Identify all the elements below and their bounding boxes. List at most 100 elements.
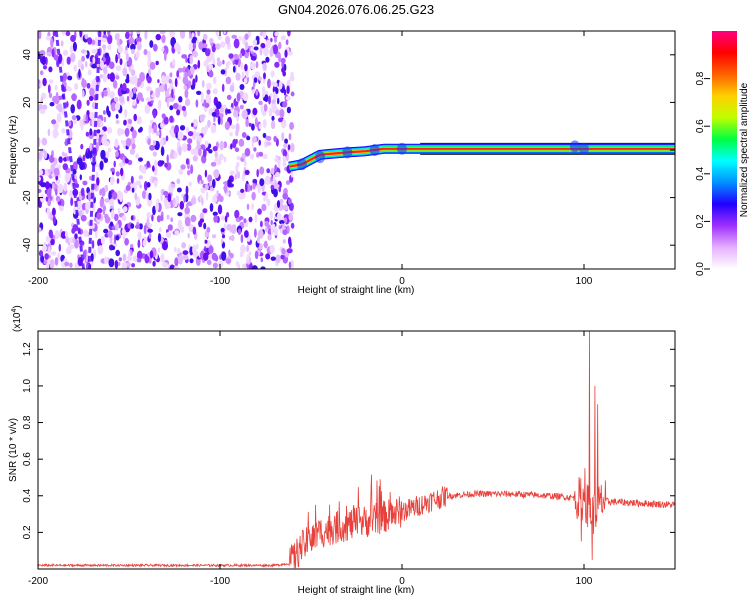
noise-speck — [185, 202, 189, 213]
noise-speck — [269, 47, 274, 57]
noise-speck — [115, 151, 119, 157]
noise-speck — [169, 31, 174, 37]
tone-blob — [369, 144, 380, 156]
tone-blob — [315, 151, 326, 164]
noise-speck — [216, 57, 221, 62]
noise-speck — [103, 31, 106, 35]
noise-speck — [235, 72, 241, 81]
noise-speck — [117, 87, 124, 97]
noise-speck — [260, 257, 264, 263]
noise-speck — [240, 62, 244, 71]
x-tick-label: 100 — [576, 576, 593, 587]
noise-speck — [125, 184, 131, 191]
noise-speck — [285, 180, 291, 186]
noise-speck — [169, 128, 174, 136]
noise-speck — [154, 159, 158, 170]
noise-speck — [164, 82, 168, 92]
noise-speck — [160, 253, 165, 263]
noise-speck — [83, 229, 89, 238]
noise-speck — [45, 35, 52, 41]
noise-speck — [170, 149, 175, 157]
noise-speck — [47, 128, 51, 137]
noise-speck — [161, 46, 165, 53]
noise-speck — [80, 187, 85, 197]
noise-speck — [187, 69, 192, 77]
noise-speck — [206, 82, 212, 90]
noise-speck — [100, 235, 105, 245]
noise-speck — [94, 36, 98, 46]
noise-speck — [113, 96, 119, 103]
noise-streak — [54, 31, 85, 269]
noise-speck — [192, 50, 198, 58]
noise-speck — [129, 91, 134, 99]
noise-speck — [279, 220, 285, 225]
noise-speck — [170, 183, 176, 188]
y-tick-label: 0 — [22, 147, 33, 153]
noise-speck — [114, 260, 119, 269]
noise-speck — [177, 219, 183, 230]
noise-speck — [103, 228, 109, 234]
noise-speck — [275, 254, 281, 264]
noise-speck — [68, 120, 72, 127]
snr-y-multiplier-exp: 4 — [11, 309, 18, 313]
y-tick-label: 1.0 — [22, 379, 33, 393]
noise-speck — [82, 154, 86, 162]
noise-speck — [98, 136, 102, 147]
noise-speck — [190, 214, 197, 223]
noise-speck — [103, 66, 108, 75]
noise-speck — [192, 119, 198, 127]
noise-speck — [290, 169, 294, 178]
noise-speck — [130, 244, 134, 248]
noise-speck — [47, 84, 51, 94]
noise-speck — [201, 197, 204, 206]
noise-speck — [139, 184, 143, 189]
noise-speck — [284, 217, 288, 224]
noise-speck — [130, 137, 136, 146]
noise-speck — [235, 122, 240, 133]
noise-speck — [72, 161, 78, 171]
noise-speck — [115, 53, 118, 64]
noise-speck — [228, 53, 234, 59]
noise-streak — [87, 31, 102, 269]
noise-speck — [110, 102, 117, 112]
noise-speck — [131, 187, 135, 193]
noise-speck — [273, 188, 278, 198]
noise-speck — [42, 65, 48, 70]
noise-speck — [132, 100, 136, 106]
noise-speck — [135, 180, 141, 186]
noise-speck — [108, 61, 115, 70]
noise-speck — [246, 136, 251, 141]
snr-y-label: SNR (10 * v/v) — [8, 418, 19, 482]
noise-speck — [186, 169, 191, 176]
noise-speck — [100, 149, 106, 160]
noise-speck — [131, 263, 136, 268]
noise-speck — [124, 158, 129, 164]
noise-speck — [114, 213, 119, 222]
y-tick-label: 1.2 — [22, 342, 33, 356]
noise-speck — [49, 233, 54, 239]
noise-speck — [51, 48, 55, 58]
noise-speck — [63, 182, 68, 192]
noise-speck — [220, 69, 226, 75]
noise-speck — [282, 239, 286, 244]
noise-speck — [134, 192, 138, 201]
noise-speck — [244, 169, 250, 175]
noise-speck — [46, 189, 52, 198]
noise-speck — [191, 122, 194, 127]
noise-speck — [160, 123, 165, 129]
noise-speck — [270, 256, 276, 261]
noise-speck — [86, 99, 90, 106]
noise-speck — [66, 56, 71, 65]
noise-speck — [201, 43, 208, 49]
noise-speck — [113, 80, 118, 89]
noise-speck — [121, 261, 127, 269]
noise-speck — [158, 128, 162, 139]
noise-speck — [74, 239, 79, 249]
noise-speck — [253, 46, 259, 51]
y-tick-label: -20 — [22, 190, 33, 205]
noise-speck — [217, 204, 223, 215]
noise-speck — [121, 215, 127, 222]
noise-speck — [240, 188, 245, 193]
noise-speck — [75, 183, 80, 189]
noise-speck — [254, 228, 257, 238]
